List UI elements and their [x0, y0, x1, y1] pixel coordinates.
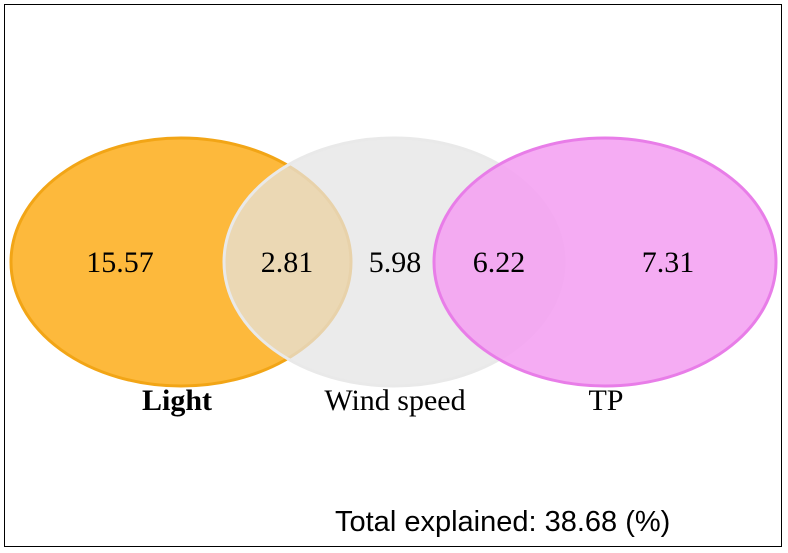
label-tp: TP: [588, 384, 623, 417]
value-wind-only: 5.98: [369, 246, 422, 279]
total-explained-text: Total explained: 38.68 (%): [335, 506, 671, 538]
label-light: Light: [142, 384, 212, 417]
value-light-only: 15.57: [86, 246, 154, 279]
value-wind-tp-overlap: 6.22: [473, 246, 526, 279]
tp-ellipse: [432, 136, 778, 388]
value-tp-only: 7.31: [642, 246, 695, 279]
label-wind-speed: Wind speed: [324, 384, 465, 417]
value-light-wind-overlap: 2.81: [261, 246, 314, 279]
